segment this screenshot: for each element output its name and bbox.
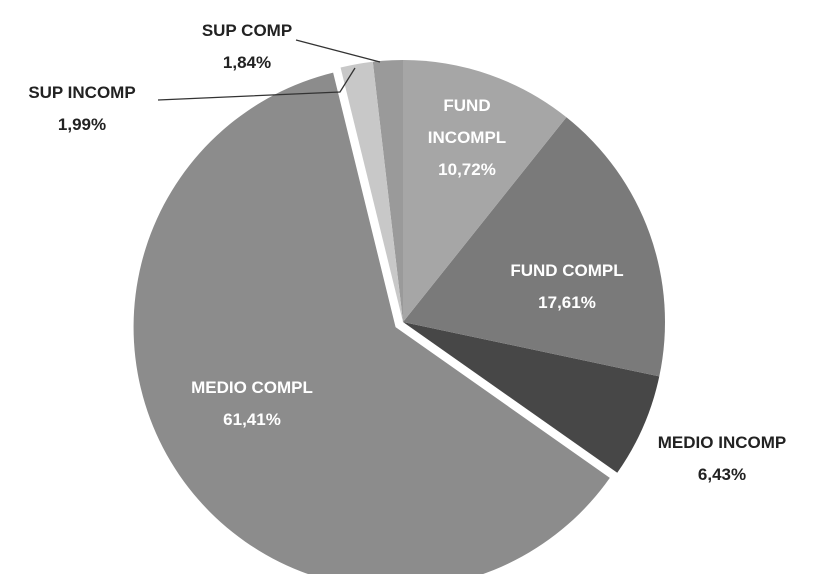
value-label: 1,99% <box>57 115 107 134</box>
category-label: MEDIO COMPL <box>191 378 313 397</box>
slice-label: FUND COMPL 17,61% <box>510 255 623 319</box>
category-label: FUND COMPL <box>510 261 624 280</box>
pie-slice <box>133 72 610 574</box>
value-label: 61,41% <box>223 410 281 429</box>
slice-label: SUP INCOMP 1,99% <box>28 77 135 141</box>
slice-label: MEDIO INCOMP 6,43% <box>658 427 786 491</box>
slice-label: SUP COMP 1,84% <box>202 15 292 79</box>
category-label: MEDIO INCOMP <box>657 433 787 452</box>
value-label: 6,43% <box>697 465 747 484</box>
pie-slice <box>372 60 403 322</box>
slice-label: FUND INCOMPL 10,72% <box>422 90 512 186</box>
value-label: 10,72% <box>438 160 496 179</box>
pie-slice <box>403 60 567 322</box>
leader-line <box>295 39 381 63</box>
category-label: FUND INCOMPL <box>427 96 507 147</box>
leader-line <box>157 67 356 101</box>
category-label: SUP INCOMP <box>28 83 136 102</box>
slice-label: MEDIO COMPL 61,41% <box>191 372 313 436</box>
value-label: 1,84% <box>222 53 272 72</box>
pie-slice <box>403 322 660 473</box>
category-label: SUP COMP <box>201 21 293 40</box>
value-label: 17,61% <box>538 293 596 312</box>
pie-slice <box>340 61 403 323</box>
pie-slice <box>403 117 665 377</box>
